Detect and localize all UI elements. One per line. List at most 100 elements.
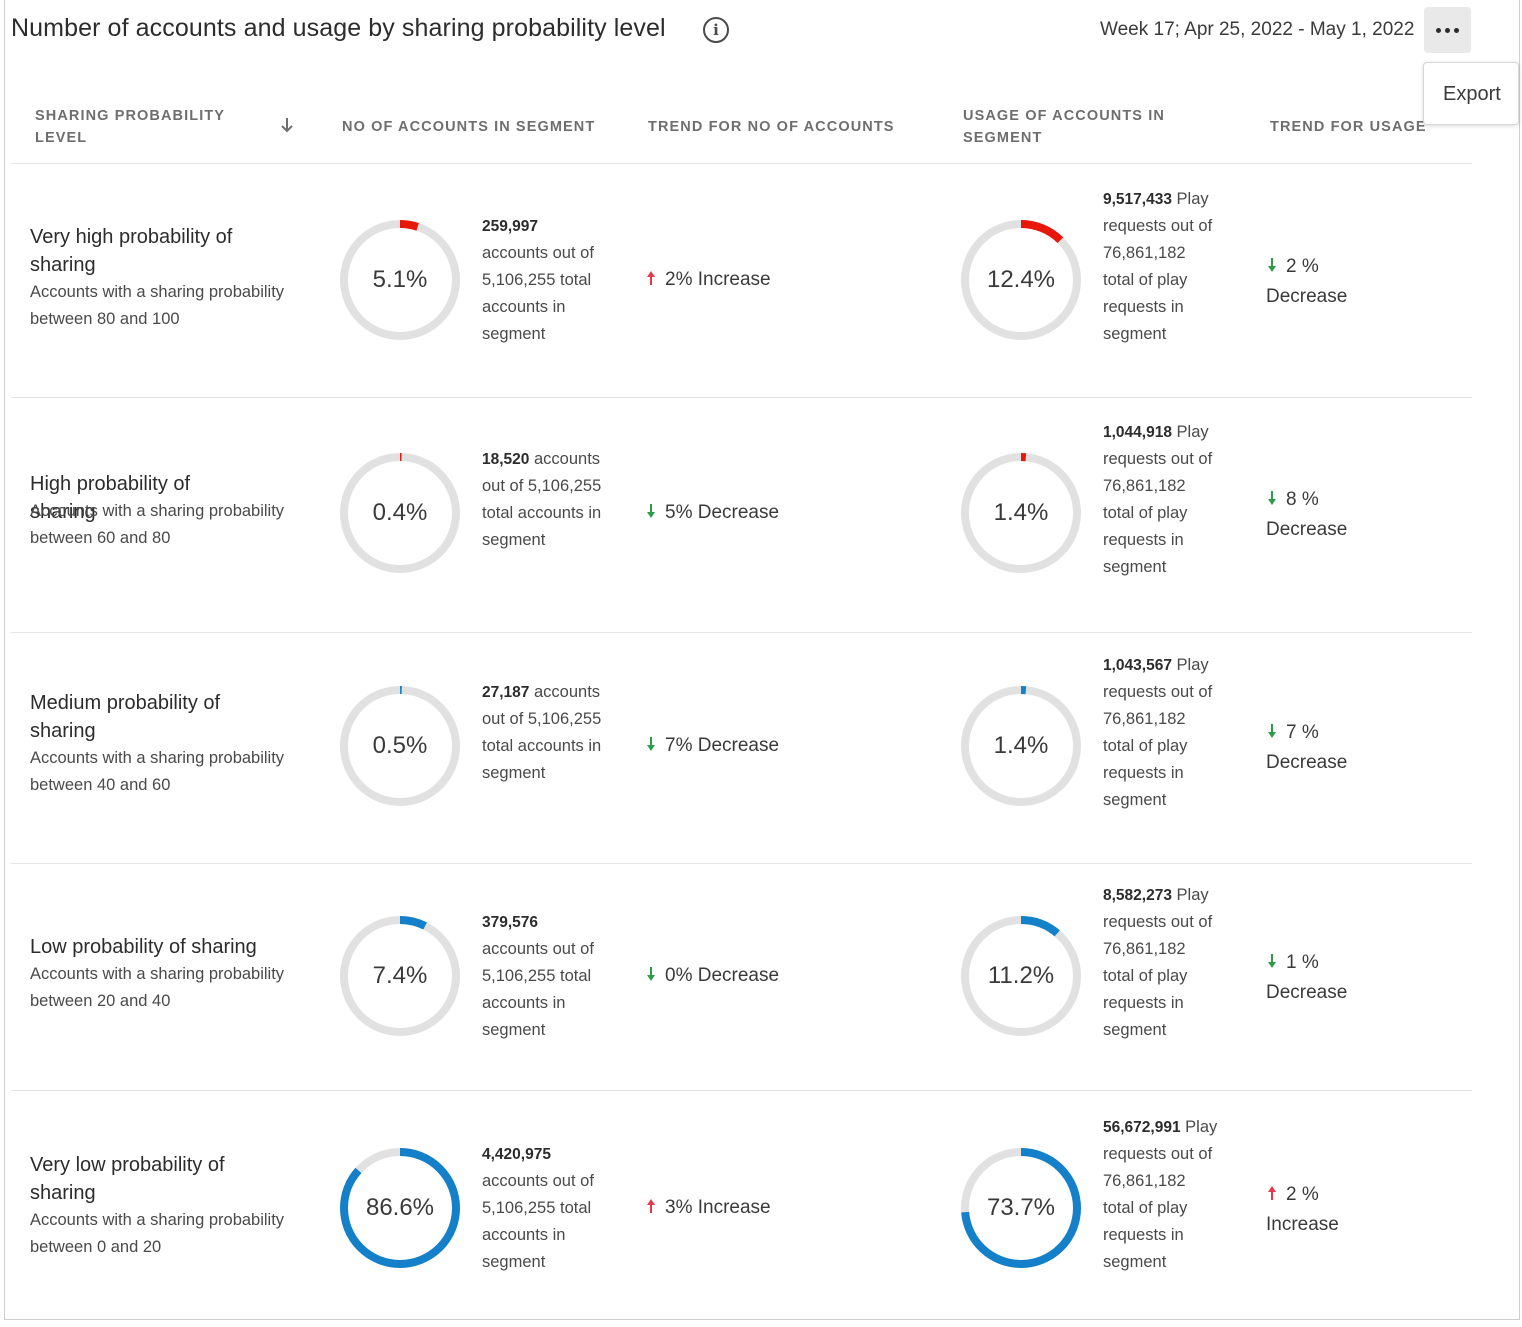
accounts-percent-label: 86.6% bbox=[365, 1194, 435, 1221]
arrow-down-icon bbox=[647, 737, 655, 751]
accounts-donut-arc bbox=[340, 453, 460, 573]
usage-count: 1,043,567 bbox=[1103, 657, 1172, 674]
accounts-count: 4,420,975 bbox=[482, 1146, 551, 1163]
usage-count: 8,582,273 bbox=[1103, 887, 1172, 904]
usage-donut: 11.2% bbox=[959, 914, 1083, 1038]
column-header-trend-usage: TREND FOR USAGE bbox=[1270, 119, 1427, 135]
arrow-down-icon bbox=[1268, 491, 1276, 505]
arrow-down-icon bbox=[647, 967, 655, 981]
export-menu-item[interactable]: Export bbox=[1443, 83, 1501, 105]
usage-count: 1,044,918 bbox=[1103, 424, 1172, 441]
level-name: Low probability of sharing bbox=[30, 936, 257, 958]
level-description: Accounts with a sharing probability betw… bbox=[30, 1211, 285, 1256]
accounts-donut-chart bbox=[340, 220, 460, 340]
accounts-percent-label: 5.1% bbox=[372, 266, 428, 293]
accounts-trend-text: 2% Increase bbox=[665, 269, 771, 290]
usage-trend-word: Decrease bbox=[1266, 286, 1348, 307]
usage-donut-arc bbox=[961, 1148, 1081, 1268]
accounts-count: 27,187 bbox=[482, 684, 530, 701]
accounts-donut-arc bbox=[340, 686, 460, 806]
accounts-donut: 0.5% bbox=[338, 684, 462, 808]
level-name: Medium probability of sharing bbox=[30, 692, 221, 742]
level-description: Accounts with a sharing probability betw… bbox=[30, 965, 285, 1010]
row-divider bbox=[11, 397, 1472, 398]
sort-descending-icon[interactable] bbox=[280, 116, 294, 134]
usage-trend-value-line: 2 % bbox=[1266, 252, 1386, 282]
usage-trend-value-line: 2 % bbox=[1266, 1180, 1386, 1210]
usage-trend-word: Increase bbox=[1266, 1214, 1339, 1235]
usage-trend-word: Decrease bbox=[1266, 982, 1348, 1003]
accounts-donut-arc bbox=[340, 220, 460, 340]
sharing-probability-panel bbox=[4, 0, 1520, 1320]
usage-trend-value: 7 % bbox=[1286, 722, 1319, 743]
row-divider bbox=[11, 163, 1472, 164]
usage-donut-chart bbox=[961, 916, 1081, 1036]
row-divider bbox=[11, 863, 1472, 864]
usage-donut: 1.4% bbox=[959, 684, 1083, 808]
level-name: Very high probability of sharing bbox=[30, 226, 233, 276]
arrow-down-icon bbox=[1268, 258, 1276, 272]
usage-donut-arc bbox=[961, 453, 1081, 573]
usage-trend-value: 2 % bbox=[1286, 256, 1319, 277]
accounts-percent-label: 0.4% bbox=[372, 499, 428, 526]
usage-count: 56,672,991 bbox=[1103, 1119, 1181, 1136]
arrow-up-icon bbox=[647, 271, 655, 285]
usage-trend-value-line: 7 % bbox=[1266, 718, 1386, 748]
arrow-down-icon bbox=[1268, 724, 1276, 738]
usage-count: 9,517,433 bbox=[1103, 191, 1172, 208]
accounts-donut-arc bbox=[340, 916, 460, 1036]
usage-donut-chart bbox=[961, 453, 1081, 573]
arrow-up-icon bbox=[1268, 1186, 1276, 1200]
column-header-accounts: NO OF ACCOUNTS IN SEGMENT bbox=[342, 119, 596, 135]
accounts-donut-chart bbox=[340, 686, 460, 806]
usage-donut-chart bbox=[961, 686, 1081, 806]
more-options-button[interactable] bbox=[1424, 7, 1471, 53]
accounts-detail: 27,187 accounts out of 5,106,255 total a… bbox=[482, 683, 602, 782]
usage-trend: 2 % Decrease bbox=[1266, 252, 1386, 312]
level-description: Accounts with a sharing probability betw… bbox=[30, 749, 285, 794]
accounts-percent-label: 0.5% bbox=[372, 732, 428, 759]
usage-detail: 9,517,433 Play requests out of 76,861,18… bbox=[1103, 190, 1213, 343]
usage-trend-value-line: 1 % bbox=[1266, 948, 1386, 978]
usage-percent-label: 12.4% bbox=[986, 266, 1056, 293]
usage-donut: 12.4% bbox=[959, 218, 1083, 342]
accounts-donut-arc bbox=[340, 1148, 460, 1268]
arrow-up-icon bbox=[647, 1199, 655, 1213]
accounts-trend: 0% Decrease bbox=[645, 965, 779, 987]
accounts-count: 379,576 bbox=[482, 914, 539, 931]
more-dot bbox=[1445, 27, 1450, 33]
usage-donut-arc bbox=[961, 686, 1081, 806]
column-header-level[interactable]: SHARING PROBABILITY LEVEL bbox=[35, 108, 225, 146]
accounts-trend: 2% Increase bbox=[645, 269, 771, 291]
row-divider bbox=[11, 1090, 1472, 1091]
accounts-donut-chart bbox=[340, 453, 460, 573]
usage-donut-chart bbox=[961, 1148, 1081, 1268]
info-icon[interactable]: i bbox=[703, 17, 729, 43]
column-header-trend-accounts: TREND FOR NO OF ACCOUNTS bbox=[648, 119, 895, 135]
usage-donut: 73.7% bbox=[959, 1146, 1083, 1270]
accounts-detail: 379,576 accounts out of 5,106,255 total … bbox=[482, 914, 594, 1039]
usage-trend-value: 1 % bbox=[1286, 952, 1319, 973]
usage-detail: 1,044,918 Play requests out of 76,861,18… bbox=[1103, 423, 1213, 576]
accounts-trend-text: 0% Decrease bbox=[665, 965, 780, 986]
accounts-trend-text: 3% Increase bbox=[665, 1197, 771, 1218]
accounts-donut: 7.4% bbox=[338, 914, 462, 1038]
accounts-trend: 3% Increase bbox=[645, 1197, 771, 1219]
usage-percent-label: 11.2% bbox=[987, 962, 1055, 989]
accounts-trend-text: 7% Decrease bbox=[665, 735, 780, 756]
week-range: Week 17; Apr 25, 2022 - May 1, 2022 bbox=[1100, 19, 1415, 40]
more-dot bbox=[1454, 27, 1459, 33]
level-name: Very low probability of sharing bbox=[30, 1154, 225, 1204]
usage-detail: 1,043,567 Play requests out of 76,861,18… bbox=[1103, 656, 1213, 809]
accounts-trend: 7% Decrease bbox=[645, 735, 779, 757]
usage-donut-arc bbox=[961, 220, 1081, 340]
accounts-trend-text: 5% Decrease bbox=[665, 502, 780, 523]
usage-trend: 7 % Decrease bbox=[1266, 718, 1386, 778]
usage-trend: 8 % Decrease bbox=[1266, 485, 1386, 545]
arrow-down-icon bbox=[647, 504, 655, 518]
usage-donut: 1.4% bbox=[959, 451, 1083, 575]
usage-trend-value: 8 % bbox=[1286, 489, 1319, 510]
accounts-donut-chart bbox=[340, 1148, 460, 1268]
usage-trend-value: 2 % bbox=[1286, 1184, 1319, 1205]
accounts-donut: 0.4% bbox=[338, 451, 462, 575]
